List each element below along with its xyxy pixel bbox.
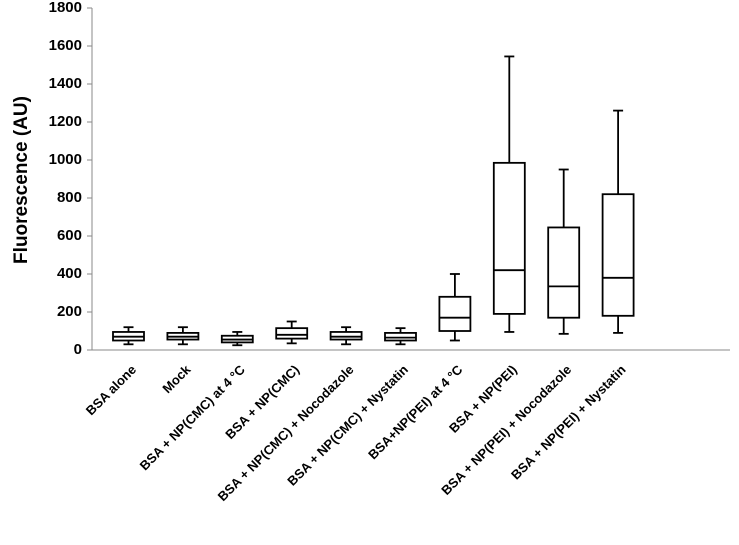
y-tick-label: 1400: [49, 75, 82, 92]
box-group: [275, 320, 309, 345]
y-tick-label: 400: [57, 265, 82, 282]
x-category-label: BSA alone: [83, 362, 139, 418]
box-group: [220, 331, 254, 347]
y-tick-label: 800: [57, 189, 82, 206]
box-group: [601, 109, 635, 334]
x-category-label: BSA + NP(CMC) at 4 °C: [137, 362, 249, 474]
box-group: [438, 273, 472, 342]
iqr-box: [275, 327, 309, 340]
box-group: [329, 326, 363, 346]
y-tick-label: 200: [57, 303, 82, 320]
y-tick-label: 600: [57, 227, 82, 244]
x-category-label: Mock: [159, 361, 194, 396]
y-tick-label: 1000: [49, 151, 82, 168]
box-group: [384, 327, 417, 346]
y-tick-label: 1600: [49, 37, 82, 54]
box-group: [547, 168, 581, 335]
x-category-label: BSA + NP(PEI) + Nystatin: [508, 362, 629, 483]
y-tick-label: 1200: [49, 113, 82, 130]
box-group: [166, 326, 200, 346]
y-axis-title: Fluorescence (AU): [11, 96, 32, 264]
iqr-box: [601, 193, 635, 317]
x-category-label: BSA+NP(PEI) at 4 °C: [365, 362, 466, 463]
box-group: [492, 55, 526, 333]
box-series: [112, 55, 635, 347]
box-group: [112, 326, 145, 346]
iqr-box: [492, 161, 526, 315]
y-tick-label: 1800: [49, 0, 82, 16]
iqr-box: [547, 226, 581, 319]
iqr-box: [329, 331, 363, 341]
y-tick-label: 0: [74, 341, 82, 358]
iqr-box: [384, 331, 417, 342]
iqr-box: [438, 295, 472, 332]
y-axis: 0 200 400 600 800 1000 1200 1400 1600 1800: [49, 0, 93, 358]
